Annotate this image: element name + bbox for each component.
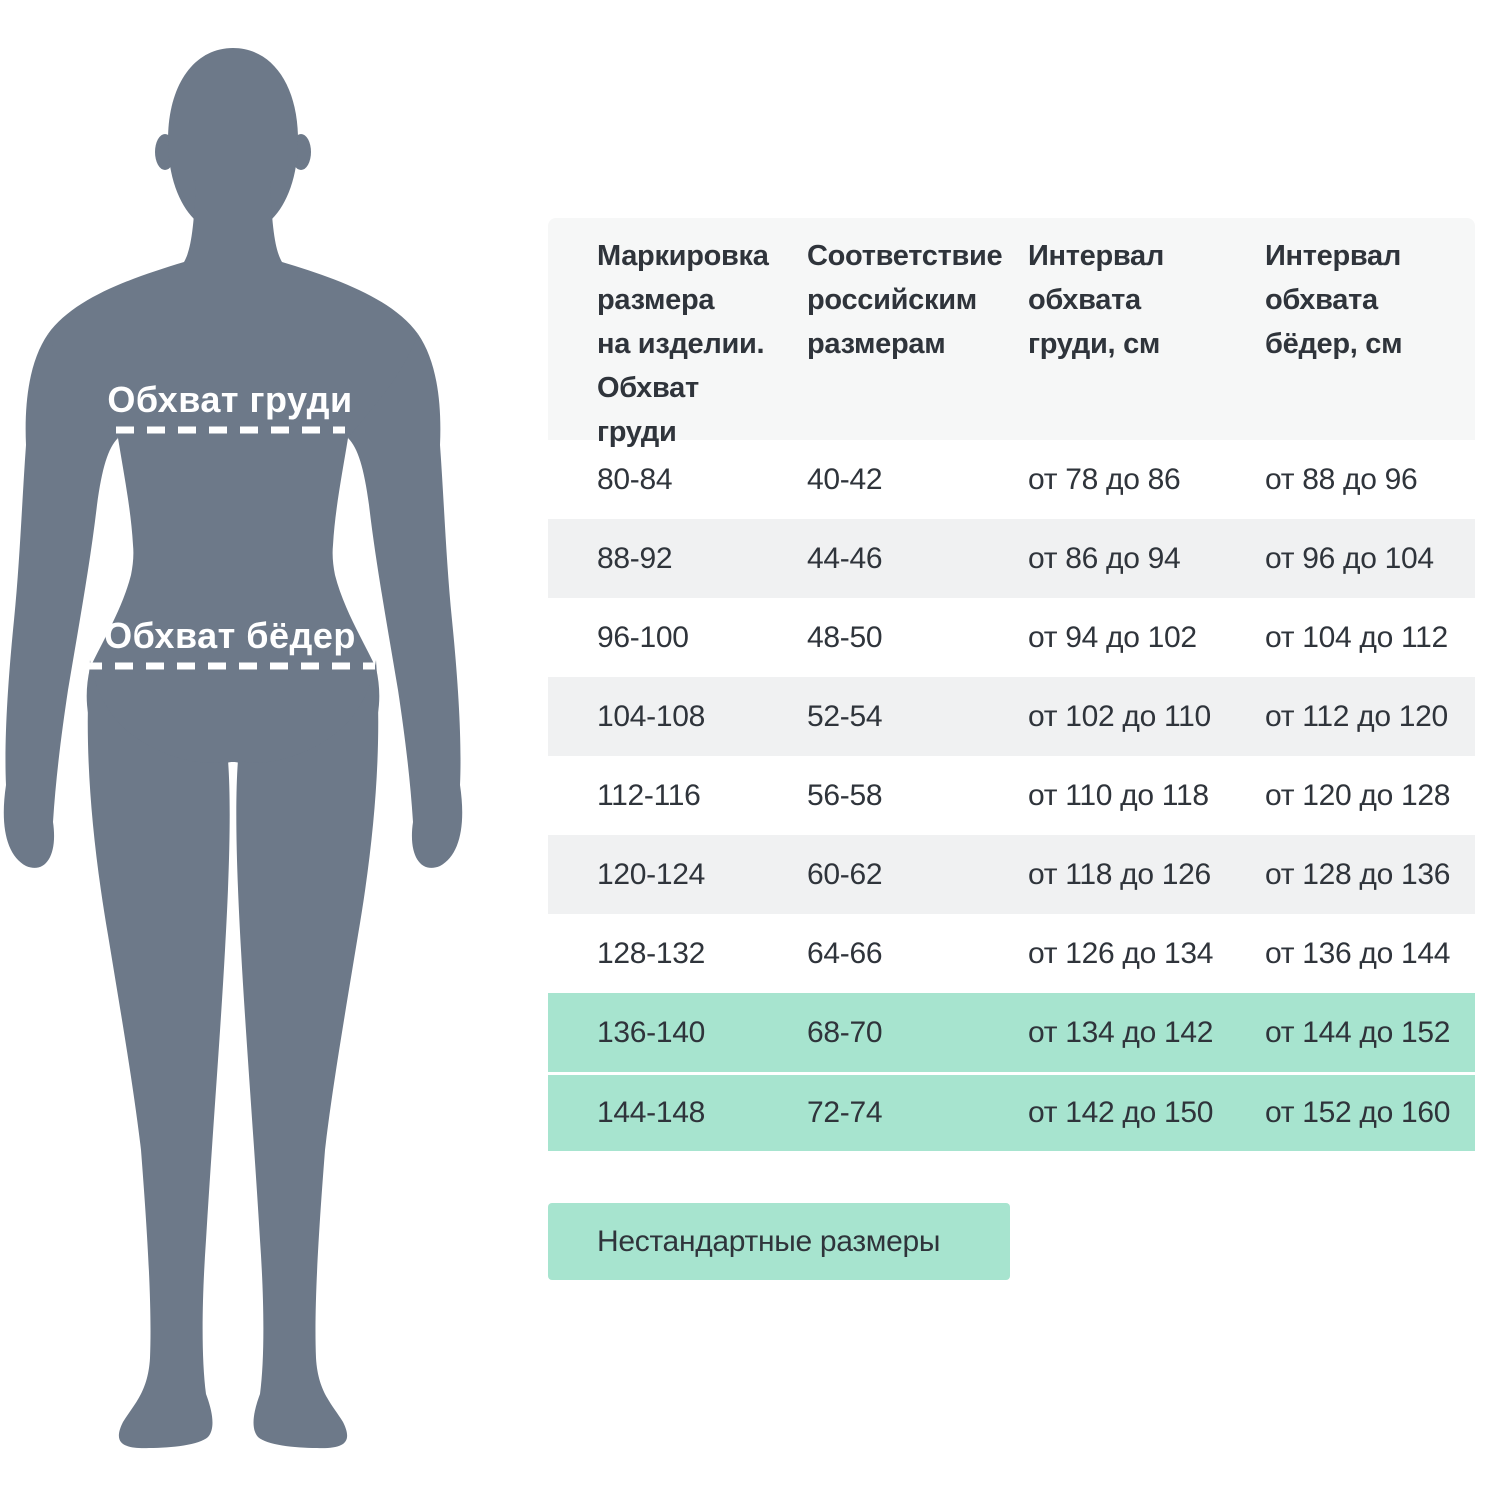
header-line: российским [807, 284, 977, 316]
hips-label: Обхват бёдер [104, 615, 356, 656]
cell-marking: 88-92 [597, 541, 673, 575]
cell-russian: 60-62 [807, 857, 883, 891]
cell-marking: 128-132 [597, 936, 705, 970]
cell-hips: от 144 до 152 [1265, 1015, 1451, 1049]
cell-russian: 64-66 [807, 936, 883, 970]
cell-hips: от 152 до 160 [1265, 1096, 1451, 1129]
cell-russian: 44-46 [807, 541, 883, 575]
cell-chest: от 86 до 94 [1028, 541, 1181, 575]
table-header-row: Маркировка размера на изделии. Обхват гр… [548, 218, 1475, 448]
cell-hips: от 136 до 144 [1265, 936, 1451, 970]
cell-chest: от 78 до 86 [1028, 462, 1181, 496]
cell-hips: от 96 до 104 [1265, 541, 1434, 575]
silhouette-shape [3, 48, 463, 1449]
cell-hips: от 88 до 96 [1265, 462, 1418, 496]
header-line: Маркировка [597, 240, 769, 272]
cell-marking: 80-84 [597, 462, 673, 496]
cell-marking: 104-108 [597, 699, 705, 733]
cell-russian: 52-54 [807, 699, 883, 733]
table-row: 104-108 52-54 от 102 до 110 от 112 до 12… [548, 677, 1475, 756]
table-row: 120-124 60-62 от 118 до 126 от 128 до 13… [548, 835, 1475, 914]
header-cell-chest-interval: Интервал обхвата груди, см [1028, 234, 1265, 454]
cell-hips: от 112 до 120 [1265, 699, 1448, 733]
cell-russian: 72-74 [807, 1096, 883, 1129]
header-line: на изделии. [597, 328, 765, 360]
cell-marking: 112-116 [597, 778, 701, 812]
cell-chest: от 118 до 126 [1028, 857, 1211, 891]
body-figure: Обхват груди Обхват бёдер [0, 0, 520, 1500]
table-row: 88-92 44-46 от 86 до 94 от 96 до 104 [548, 519, 1475, 598]
cell-chest: от 94 до 102 [1028, 620, 1197, 654]
size-table: Маркировка размера на изделии. Обхват гр… [548, 218, 1475, 1151]
silhouette-arm-right [348, 334, 463, 868]
cell-hips: от 128 до 136 [1265, 857, 1451, 891]
table-row: 80-84 40-42 от 78 до 86 от 88 до 96 [548, 440, 1475, 519]
table-row-highlighted: 136-140 68-70 от 134 до 142 от 144 до 15… [548, 993, 1475, 1072]
cell-marking: 136-140 [597, 1015, 705, 1049]
cell-russian: 56-58 [807, 778, 883, 812]
header-line: Интервал [1028, 240, 1165, 272]
table-row: 96-100 48-50 от 94 до 102 от 104 до 112 [548, 598, 1475, 677]
silhouette-leg-left [87, 660, 230, 1449]
cell-marking: 144-148 [597, 1096, 705, 1129]
header-line: обхвата [1265, 284, 1378, 316]
female-body-silhouette [3, 48, 463, 1449]
cell-chest: от 142 до 150 [1028, 1096, 1214, 1129]
header-line: обхвата [1028, 284, 1141, 316]
header-line: размерам [807, 328, 946, 360]
header-cell-hips-interval: Интервал обхвата бёдер, см [1265, 234, 1475, 454]
header-line: бёдер, см [1265, 328, 1403, 360]
silhouette-arm-left [3, 334, 119, 868]
cell-marking: 120-124 [597, 857, 705, 891]
table-row: 112-116 56-58 от 110 до 118 от 120 до 12… [548, 756, 1475, 835]
cell-russian: 48-50 [807, 620, 883, 654]
header-cell-marking: Маркировка размера на изделии. Обхват гр… [597, 234, 807, 454]
cell-marking: 96-100 [597, 620, 689, 654]
header-line: груди, см [1028, 328, 1161, 360]
silhouette-torso [48, 180, 418, 777]
header-line: Обхват [597, 372, 699, 404]
cell-hips: от 104 до 112 [1265, 620, 1448, 654]
header-line: Интервал [1265, 240, 1402, 272]
legend-nonstandard-sizes: Нестандартные размеры [548, 1203, 1010, 1280]
header-line: Соответствие [807, 240, 1003, 272]
cell-russian: 40-42 [807, 462, 883, 496]
header-cell-russian-sizes: Соответствие российским размерам [807, 234, 1028, 454]
cell-russian: 68-70 [807, 1015, 883, 1049]
cell-chest: от 102 до 110 [1028, 699, 1211, 733]
chest-label: Обхват груди [107, 379, 353, 420]
table-row-highlighted: 144-148 72-74 от 142 до 150 от 152 до 16… [548, 1072, 1475, 1151]
legend-label: Нестандартные размеры [597, 1224, 941, 1258]
silhouette-leg-right [236, 660, 379, 1449]
header-line: груди [597, 416, 677, 448]
cell-chest: от 126 до 134 [1028, 936, 1214, 970]
cell-chest: от 134 до 142 [1028, 1015, 1214, 1049]
header-line: размера [597, 284, 715, 316]
table-row: 128-132 64-66 от 126 до 134 от 136 до 14… [548, 914, 1475, 993]
cell-hips: от 120 до 128 [1265, 778, 1451, 812]
cell-chest: от 110 до 118 [1028, 778, 1209, 812]
